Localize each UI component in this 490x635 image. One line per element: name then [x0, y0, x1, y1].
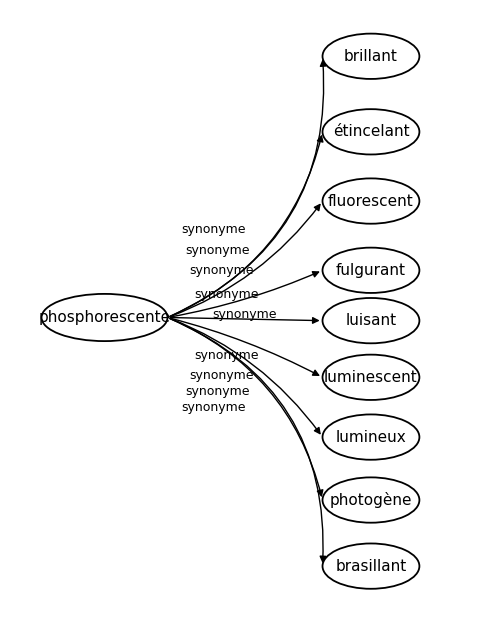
Text: brasillant: brasillant	[335, 559, 407, 573]
Text: synonyme: synonyme	[194, 288, 259, 301]
FancyArrowPatch shape	[170, 272, 318, 317]
FancyArrowPatch shape	[170, 319, 326, 562]
Text: synonyme: synonyme	[190, 368, 254, 382]
Text: brillant: brillant	[344, 49, 398, 64]
Text: synonyme: synonyme	[182, 401, 246, 414]
Text: synonyme: synonyme	[182, 223, 246, 236]
Text: fulgurant: fulgurant	[336, 263, 406, 277]
FancyArrowPatch shape	[170, 319, 320, 434]
Text: phosphorescente: phosphorescente	[38, 310, 171, 325]
Ellipse shape	[322, 478, 419, 523]
Text: synonyme: synonyme	[194, 349, 259, 363]
Text: étincelant: étincelant	[333, 124, 409, 139]
FancyArrowPatch shape	[170, 60, 326, 316]
Text: synonyme: synonyme	[185, 385, 249, 398]
Ellipse shape	[322, 415, 419, 460]
Text: synonyme: synonyme	[190, 264, 254, 277]
FancyArrowPatch shape	[170, 136, 323, 316]
Text: synonyme: synonyme	[213, 307, 277, 321]
Text: luisant: luisant	[345, 313, 396, 328]
Text: luminescent: luminescent	[324, 370, 418, 385]
FancyArrowPatch shape	[170, 319, 323, 496]
Ellipse shape	[42, 294, 168, 341]
FancyArrowPatch shape	[170, 318, 318, 375]
Text: photogène: photogène	[330, 492, 412, 508]
Ellipse shape	[322, 298, 419, 344]
Text: lumineux: lumineux	[336, 430, 406, 444]
FancyArrowPatch shape	[170, 318, 318, 323]
Ellipse shape	[322, 178, 419, 224]
Ellipse shape	[322, 109, 419, 154]
Text: synonyme: synonyme	[185, 244, 249, 257]
Ellipse shape	[322, 248, 419, 293]
Ellipse shape	[322, 544, 419, 589]
Ellipse shape	[322, 34, 419, 79]
Ellipse shape	[322, 354, 419, 400]
Text: fluorescent: fluorescent	[328, 194, 414, 208]
FancyArrowPatch shape	[170, 204, 320, 316]
